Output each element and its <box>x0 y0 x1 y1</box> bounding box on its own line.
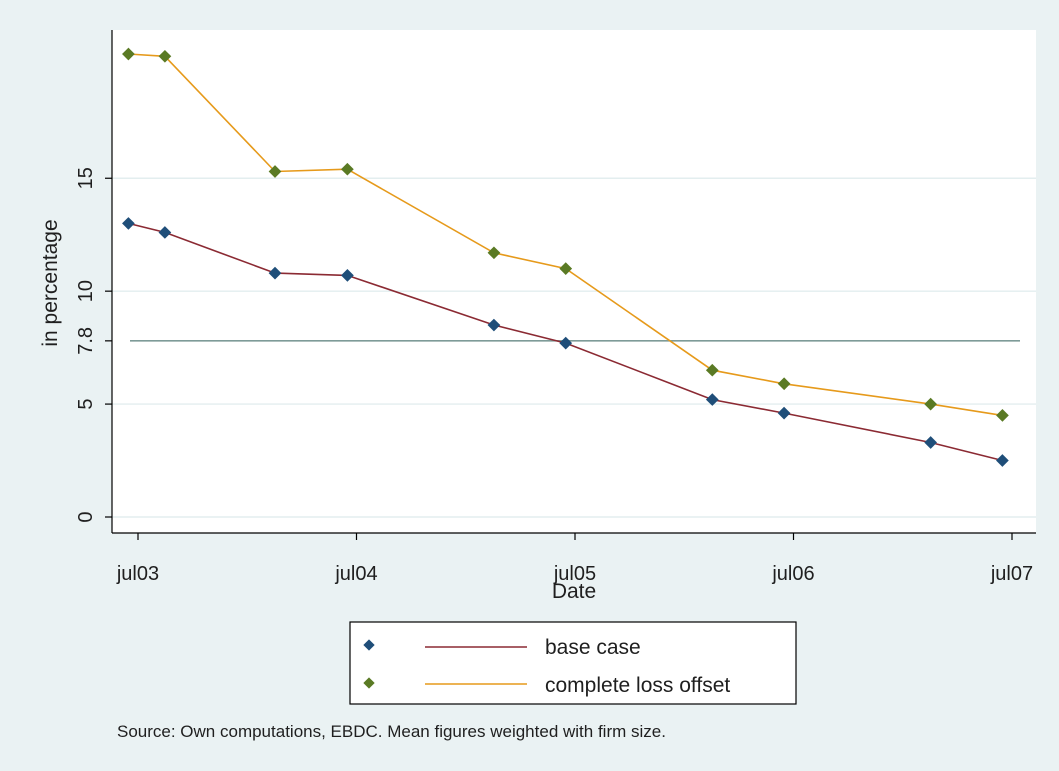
data-point <box>705 393 719 406</box>
data-point <box>268 266 282 280</box>
data-point <box>777 377 791 391</box>
legend: base case complete loss offset <box>349 621 797 705</box>
legend-marker-complete-loss-offset <box>363 677 375 689</box>
grid-lines <box>112 177 1036 518</box>
data-point <box>559 262 573 275</box>
data-point <box>158 226 172 239</box>
x-tick-label: jul03 <box>116 563 159 585</box>
data-point <box>487 318 501 332</box>
data-point <box>924 397 938 411</box>
y-tick-label: 7.8 <box>75 327 97 355</box>
x-tick-label: jul06 <box>771 563 814 585</box>
data-point <box>341 268 354 282</box>
x-tick-label: jul04 <box>334 563 377 585</box>
legend-marker-base-case <box>363 639 375 651</box>
legend-label-complete-loss-offset: complete loss offset <box>545 674 730 697</box>
series-line <box>128 222 1003 462</box>
plot-area <box>112 30 1036 533</box>
y-tick-label: 0 <box>75 511 97 522</box>
y-tick-label: 10 <box>75 280 97 302</box>
data-point <box>559 336 573 350</box>
x-tick-label: jul05 <box>553 563 596 585</box>
x-axis-title: Date <box>552 580 596 603</box>
x-ticks: jul03 jul04 jul05 jul06 jul07 <box>116 533 1033 585</box>
series-line <box>128 53 1003 417</box>
legend-box <box>349 621 797 705</box>
y-tick-label: 15 <box>75 167 97 189</box>
y-axis-title: in percentage <box>39 219 62 346</box>
legend-label-base-case: base case <box>545 636 641 659</box>
data-point <box>777 406 791 420</box>
source-note: Source: Own computations, EBDC. Mean fig… <box>117 722 666 741</box>
x-tick-label: jul07 <box>990 563 1033 585</box>
data-point <box>268 165 282 178</box>
y-ticks: 0 5 7.8 10 15 <box>75 167 112 523</box>
axes <box>111 30 1036 534</box>
y-tick-label: 5 <box>75 399 97 410</box>
